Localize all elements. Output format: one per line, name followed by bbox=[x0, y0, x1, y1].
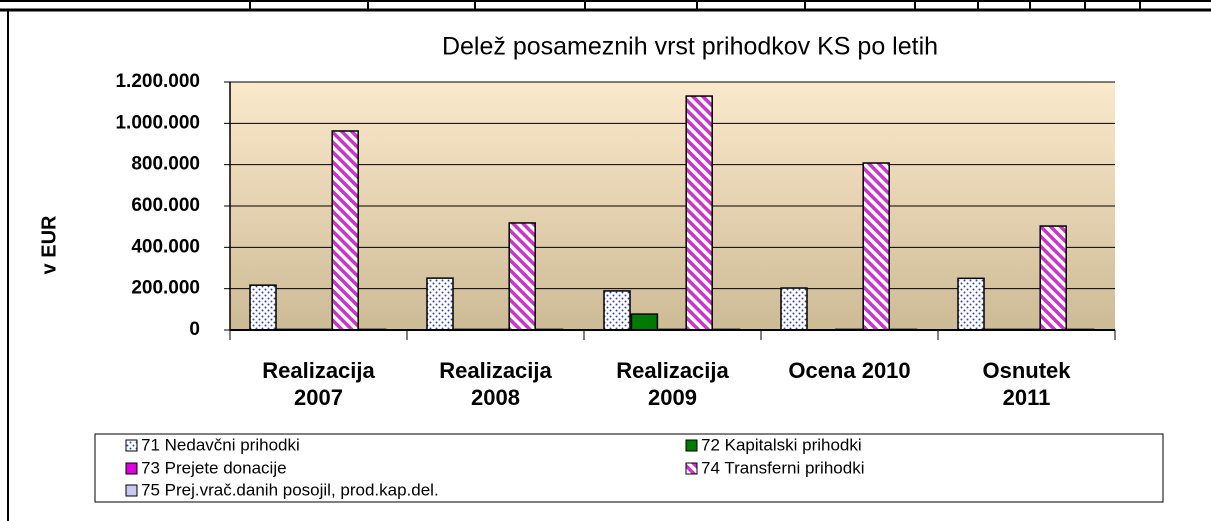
y-tick-label: 200.000 bbox=[131, 278, 200, 299]
bar bbox=[685, 95, 713, 331]
y-tick-label: 800.000 bbox=[131, 154, 200, 175]
x-tick-label: Ocena 2010 bbox=[788, 358, 911, 383]
sheet-cells bbox=[249, 0, 1141, 10]
legend-swatch bbox=[685, 439, 698, 452]
y-tick-label: 0 bbox=[189, 319, 200, 340]
y-tick-label: 1.200.000 bbox=[115, 71, 200, 92]
bar bbox=[249, 284, 277, 331]
y-axis-title: v EUR bbox=[38, 215, 60, 274]
legend-label: 72 Kapitalski prihodki bbox=[701, 435, 862, 454]
legend-label: 71 Nedavčni prihodki bbox=[141, 435, 300, 454]
bar bbox=[780, 287, 808, 331]
bar bbox=[630, 313, 659, 331]
bar bbox=[508, 222, 536, 331]
bar bbox=[331, 130, 359, 331]
y-tick-label: 1.000.000 bbox=[115, 112, 200, 133]
bar bbox=[1039, 225, 1067, 331]
sheet-row bbox=[0, 0, 1211, 10]
legend-swatch bbox=[125, 484, 138, 497]
bar bbox=[426, 277, 454, 331]
chart-title: Delež posameznih vrst prihodkov KS po le… bbox=[442, 33, 938, 61]
x-tick-label: Realizacija 2008 bbox=[439, 358, 552, 410]
y-tick-label: 600.000 bbox=[131, 195, 200, 216]
x-tick-label: Osnutek 2011 bbox=[982, 358, 1071, 410]
legend-swatch bbox=[125, 462, 138, 475]
legend-label: 73 Prejete donacije bbox=[141, 458, 287, 477]
bar bbox=[603, 290, 631, 331]
y-tick-label: 400.000 bbox=[131, 236, 200, 257]
bar bbox=[862, 162, 890, 331]
legend-swatch bbox=[125, 439, 138, 452]
legend-box bbox=[94, 433, 1164, 503]
x-tick-label: Realizacija 2007 bbox=[262, 358, 375, 410]
bar bbox=[957, 277, 985, 331]
legend-label: 74 Transferni prihodki bbox=[701, 458, 864, 477]
legend-swatch bbox=[685, 462, 698, 475]
legend-label: 75 Prej.vrač.danih posojil, prod.kap.del… bbox=[141, 480, 439, 499]
x-tick-label: Realizacija 2009 bbox=[616, 358, 729, 410]
